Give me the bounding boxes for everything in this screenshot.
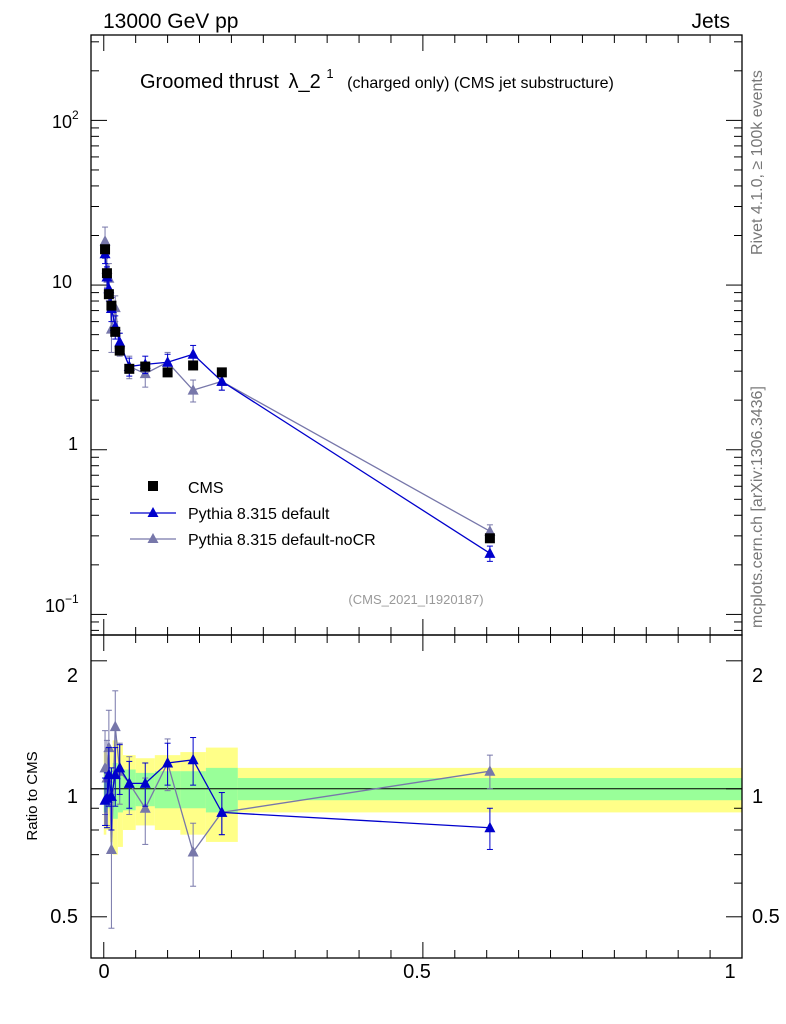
- title-symbol: λ_2: [289, 71, 321, 93]
- header-left: 13000 GeV pp: [103, 10, 238, 33]
- ratio-marker-default: [105, 790, 117, 801]
- xtick-label-05: 0.5: [403, 961, 431, 983]
- ratio-marker-default: [162, 756, 174, 768]
- marker-default: [162, 356, 174, 367]
- marker-cms: [162, 367, 173, 378]
- title-main: Groomed thrust: [140, 71, 279, 93]
- legend-marker-default: [147, 507, 159, 517]
- marker-nocr: [187, 384, 199, 395]
- marker-cms: [216, 367, 227, 378]
- ratio-band-inner: [117, 767, 123, 813]
- ratio-marker-default: [484, 821, 496, 833]
- ytick-label-10: 10: [52, 272, 72, 292]
- marker-nocr: [99, 235, 111, 246]
- ratio-marker-default: [109, 768, 121, 780]
- marker-cms: [100, 244, 111, 255]
- ratio-ylabel: Ratio to CMS: [24, 751, 41, 840]
- series-line-nocr: [104, 241, 491, 532]
- ratio-marker-default: [123, 777, 135, 788]
- ratio-marker-default: [114, 761, 126, 773]
- ratio-ytick-right-2: 2: [752, 665, 763, 687]
- ratio-marker-nocr: [139, 802, 151, 813]
- ratio-ytick-right-1: 1: [752, 786, 763, 808]
- ytick-label-01: 10−1: [45, 592, 79, 616]
- marker-default: [484, 547, 496, 558]
- ratio-marker-nocr: [105, 843, 117, 854]
- marker-cms: [114, 345, 125, 356]
- ratio-marker-nocr: [484, 765, 496, 776]
- marker-cms: [188, 360, 199, 371]
- marker-default: [114, 336, 126, 347]
- ratio-marker-nocr: [103, 741, 115, 753]
- legend-label-nocr: Pythia 8.315 default-noCR: [188, 532, 376, 549]
- marker-cms: [106, 300, 117, 311]
- ratio-marker-default: [139, 777, 151, 788]
- marker-cms: [140, 361, 151, 372]
- ratio-plot-layer: [90, 634, 743, 959]
- legend-label-cms: CMS: [188, 480, 224, 497]
- marker-nocr: [484, 525, 496, 536]
- legend-label-default: Pythia 8.315 default: [188, 506, 330, 523]
- ratio-marker-default: [187, 753, 199, 765]
- ratio-ytick-left-05: 0.5: [50, 906, 78, 928]
- ratio-ytick-left-1: 1: [67, 786, 78, 808]
- marker-cms: [484, 533, 495, 544]
- marker-cms: [110, 326, 121, 337]
- ytick-label-100: 102: [52, 108, 79, 132]
- ratio-frame: [90, 634, 743, 959]
- mcplots-label: mcplots.cern.ch [arXiv:1306.3436]: [749, 386, 766, 628]
- ratio-marker-default: [216, 806, 228, 817]
- ratio-marker-nocr: [187, 846, 199, 857]
- xtick-label-1: 1: [724, 961, 735, 983]
- xtick-label-0: 0: [98, 961, 109, 983]
- legend: CMS Pythia 8.315 default Pythia 8.315 de…: [130, 480, 376, 549]
- rivet-label: Rivet 4.1.0, ≥ 100k events: [749, 70, 766, 255]
- header-right: Jets: [691, 10, 730, 33]
- marker-cms: [101, 268, 112, 279]
- legend-marker-cms: [148, 481, 158, 491]
- ratio-ytick-left-2: 2: [67, 665, 78, 687]
- marker-cms: [124, 363, 135, 374]
- marker-cms: [103, 289, 114, 300]
- ratio-marker-nocr: [99, 761, 111, 773]
- plot-title: Groomed thrust λ_2 1 (charged only) (CMS…: [140, 61, 614, 93]
- ratio-ytick-right-05: 0.5: [752, 906, 780, 928]
- ytick-label-1: 1: [68, 434, 78, 454]
- analysis-tag: (CMS_2021_I1920187): [348, 592, 483, 607]
- title-tail: (charged only) (CMS jet substructure): [347, 75, 614, 92]
- title-sup: 1: [326, 66, 333, 81]
- marker-default: [216, 375, 228, 386]
- legend-marker-nocr: [147, 533, 159, 543]
- marker-default: [187, 348, 199, 359]
- ratio-marker-nocr: [109, 720, 121, 732]
